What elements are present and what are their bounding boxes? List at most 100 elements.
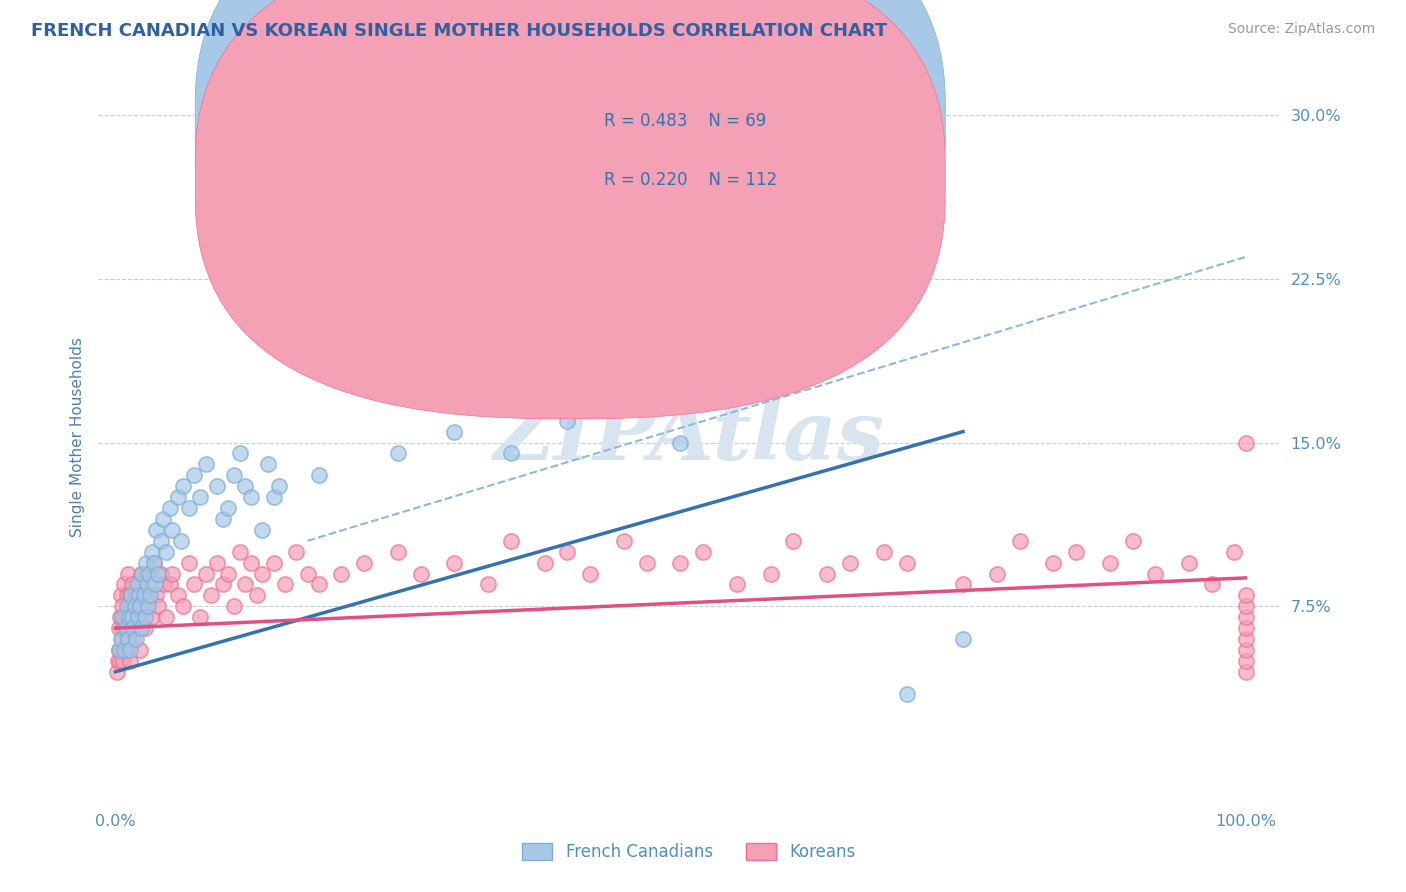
Point <box>117 566 139 581</box>
Point <box>112 577 135 591</box>
Point <box>160 566 183 581</box>
Point <box>183 577 205 591</box>
Point <box>647 304 669 318</box>
Point <box>108 610 131 624</box>
Point <box>330 566 353 581</box>
Point <box>166 588 188 602</box>
Point <box>952 632 974 646</box>
Point <box>120 588 142 602</box>
Point <box>128 577 150 591</box>
Point <box>124 599 146 614</box>
Point <box>125 621 148 635</box>
Point <box>142 556 165 570</box>
FancyBboxPatch shape <box>195 0 945 360</box>
Point <box>257 458 280 472</box>
Point <box>129 643 152 657</box>
Point <box>353 556 375 570</box>
Point <box>211 512 233 526</box>
Point <box>120 588 142 602</box>
Point <box>557 545 579 559</box>
Point <box>1223 545 1246 559</box>
Point <box>499 533 522 548</box>
Point <box>188 490 211 504</box>
Point <box>1234 610 1257 624</box>
Point <box>557 414 579 428</box>
Point <box>285 545 308 559</box>
Point <box>149 533 172 548</box>
Point <box>159 501 181 516</box>
Point <box>387 446 409 460</box>
Point <box>217 501 239 516</box>
Point <box>166 490 188 504</box>
Point <box>134 610 156 624</box>
Point <box>222 468 245 483</box>
Point <box>246 588 269 602</box>
Point <box>233 577 256 591</box>
Text: FRENCH CANADIAN VS KOREAN SINGLE MOTHER HOUSEHOLDS CORRELATION CHART: FRENCH CANADIAN VS KOREAN SINGLE MOTHER … <box>31 22 887 40</box>
Point <box>148 566 170 581</box>
Point <box>222 599 245 614</box>
Point <box>1064 545 1087 559</box>
Point <box>269 479 291 493</box>
Point <box>107 643 129 657</box>
Point <box>125 577 148 591</box>
Point <box>114 632 136 646</box>
Point <box>148 599 170 614</box>
Point <box>120 621 142 635</box>
Point <box>263 490 285 504</box>
Y-axis label: Single Mother Households: Single Mother Households <box>69 337 84 537</box>
Point <box>145 523 167 537</box>
Point <box>118 599 141 614</box>
Point <box>1201 577 1223 591</box>
Point <box>107 621 129 635</box>
Point <box>112 610 135 624</box>
Point <box>1144 566 1167 581</box>
Point <box>1234 588 1257 602</box>
Point <box>499 446 522 460</box>
Point <box>139 588 162 602</box>
Point <box>274 304 297 318</box>
Point <box>143 577 166 591</box>
Point <box>274 577 297 591</box>
Point <box>579 566 602 581</box>
Point <box>110 588 132 602</box>
Point <box>149 566 172 581</box>
Point <box>839 556 862 570</box>
Point <box>205 479 228 493</box>
Point <box>110 632 132 646</box>
Point <box>1234 632 1257 646</box>
Point <box>240 556 263 570</box>
Point <box>159 577 181 591</box>
Point <box>1042 556 1064 570</box>
Point <box>1234 665 1257 679</box>
Point <box>118 610 141 624</box>
Point <box>132 588 155 602</box>
Point <box>160 523 183 537</box>
Point <box>172 479 194 493</box>
Point <box>172 599 194 614</box>
Point <box>121 599 143 614</box>
Point <box>240 490 263 504</box>
Point <box>153 577 176 591</box>
Point <box>170 533 193 548</box>
Point <box>211 577 233 591</box>
Point <box>409 566 432 581</box>
Point <box>115 588 138 602</box>
Point <box>1008 533 1031 548</box>
Point <box>233 479 256 493</box>
Point <box>136 599 159 614</box>
FancyBboxPatch shape <box>195 0 945 419</box>
Point <box>217 566 239 581</box>
Point <box>131 610 153 624</box>
Point <box>115 599 138 614</box>
Point <box>205 556 228 570</box>
Point <box>131 566 153 581</box>
Point <box>131 621 153 635</box>
Point <box>308 468 330 483</box>
Point <box>183 468 205 483</box>
Point <box>263 556 285 570</box>
Point <box>986 566 1008 581</box>
Point <box>330 315 353 329</box>
Point <box>194 566 217 581</box>
Point <box>477 577 499 591</box>
